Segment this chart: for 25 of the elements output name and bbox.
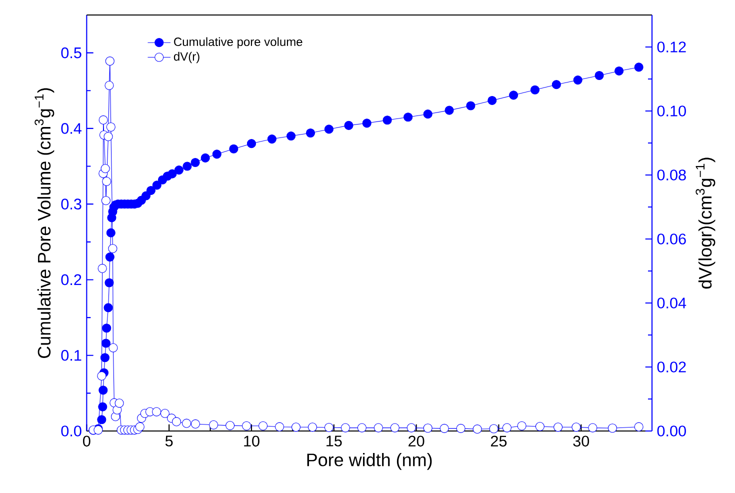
x-tick-label: 0: [83, 436, 90, 447]
x-tick-label: 30: [573, 436, 590, 447]
y2-tick-label: 0.04: [657, 298, 686, 308]
y2-tick-label: 0.12: [657, 42, 686, 52]
y-tick-label: 0.4: [61, 123, 82, 134]
y-tick-label: 0.0: [61, 426, 82, 436]
x-tick-label: 10: [244, 436, 260, 447]
y2-tick-label: 0.06: [657, 234, 686, 244]
x-tick-label: 25: [490, 436, 507, 447]
x-axis-title: Pore width (nm): [307, 453, 432, 470]
y-tick-label: 0.5: [61, 47, 82, 58]
legend-label: Cumulative pore volume: [174, 37, 302, 48]
y2-tick-label: 0.08: [657, 170, 686, 180]
y-tick-label: 0.2: [61, 274, 82, 286]
legend-label: dV(r): [174, 52, 200, 64]
x-tick-label: 20: [408, 436, 424, 447]
y-tick-label: 0.1: [61, 350, 82, 361]
y2-tick-label: 0.02: [657, 362, 686, 372]
y2-tick-label: 0.00: [657, 426, 686, 436]
x-tick-label: 15: [326, 436, 342, 446]
y-axis-title: Cumulative Pore Volume (cm$^{3}$g$^{−1}$): [34, 88, 54, 358]
y2-tick-label: 0.10: [657, 106, 686, 116]
x-tick-label: 5: [165, 436, 173, 446]
y2-axis-title: dV(logr)(cm$^{3}$g$^{−1}$): [696, 158, 716, 289]
y-tick-label: 0.3: [61, 198, 82, 210]
